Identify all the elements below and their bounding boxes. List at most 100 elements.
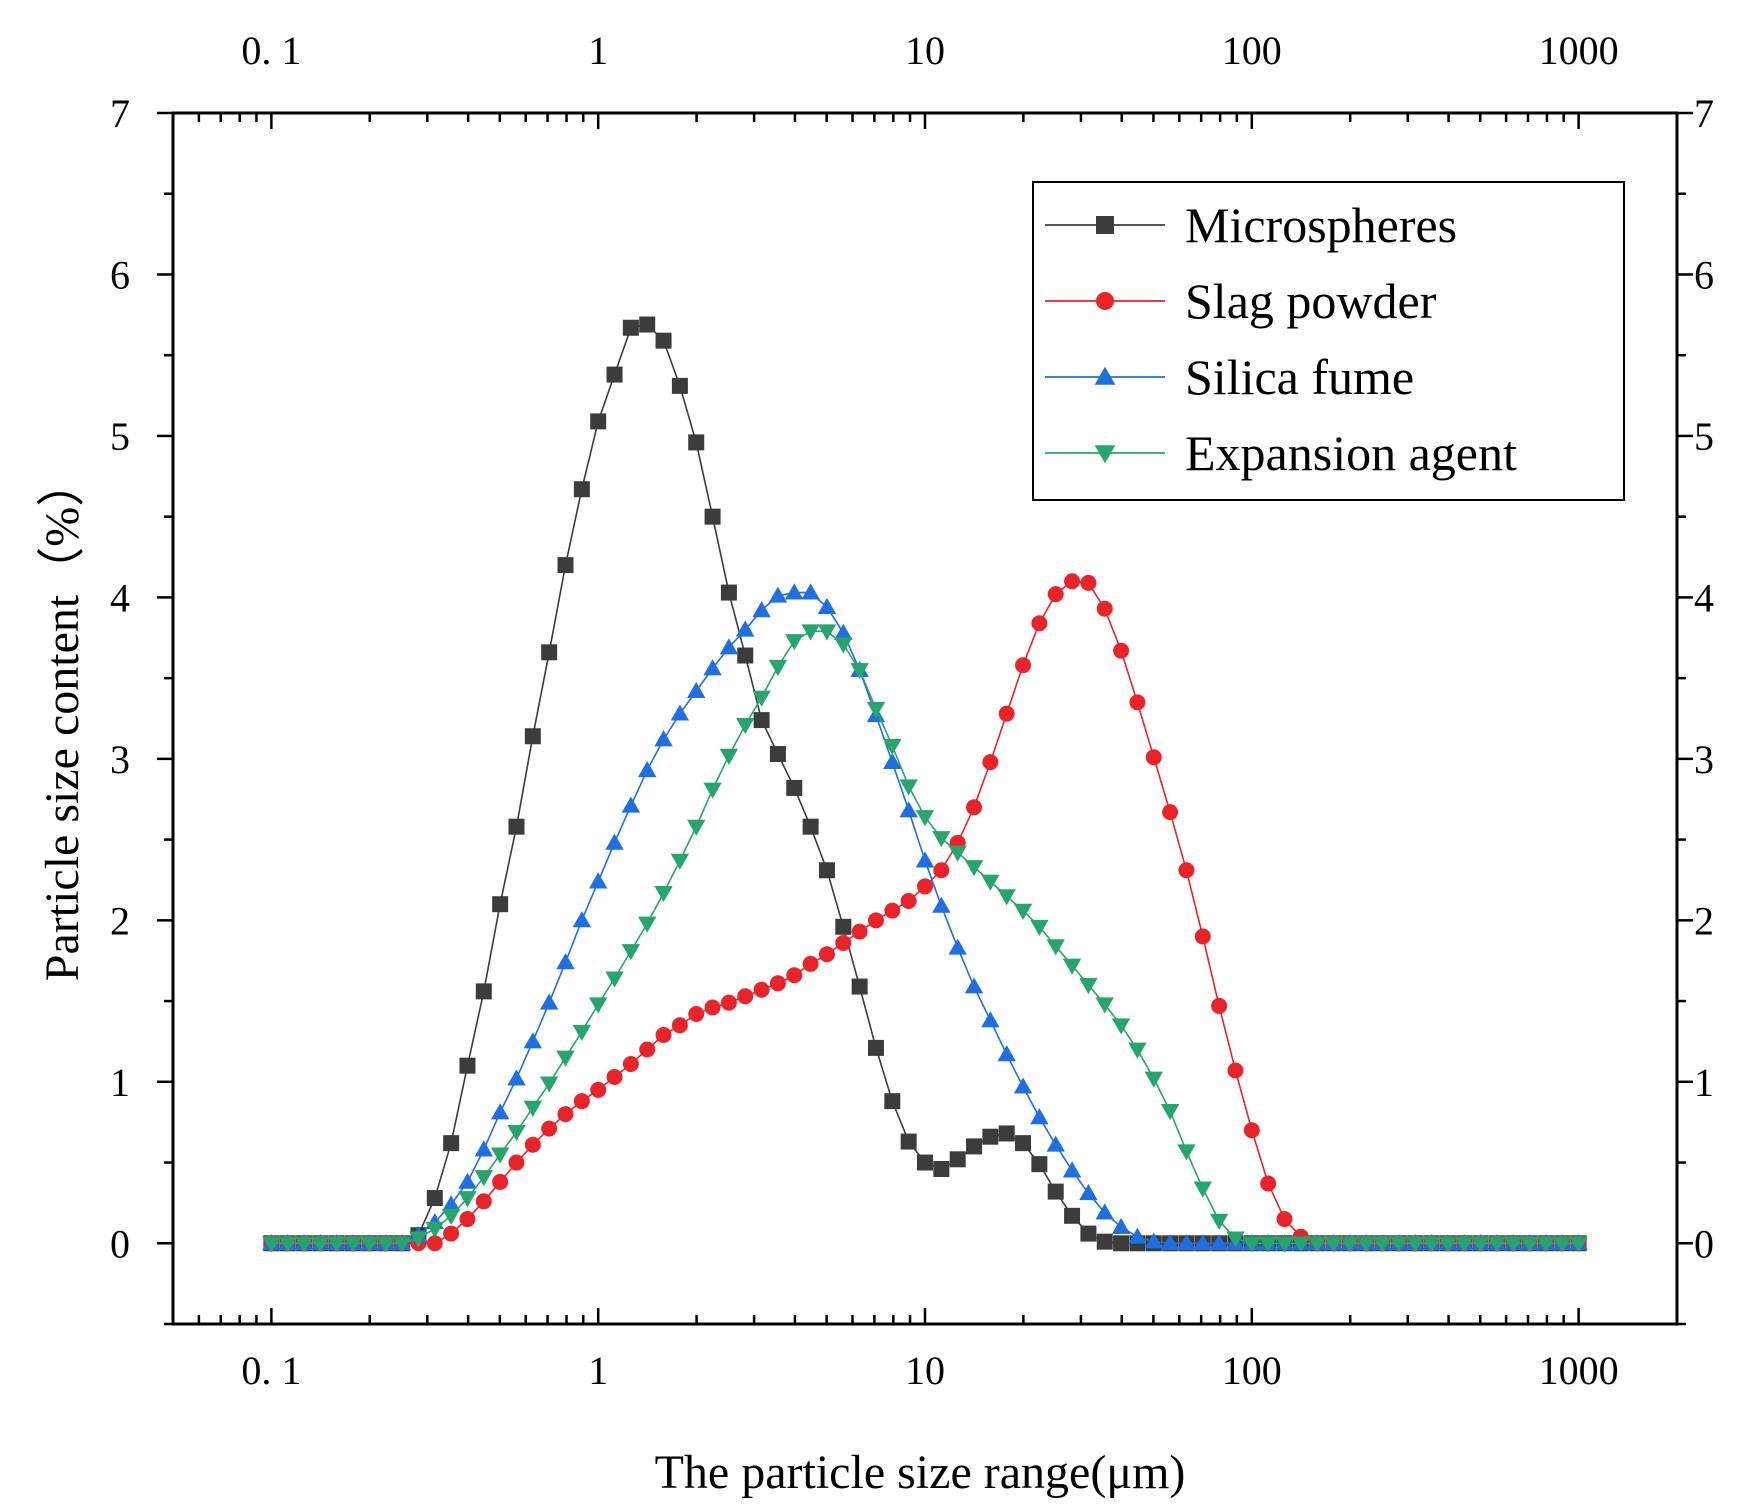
data-point [753, 981, 770, 998]
series-layer [262, 316, 1588, 1253]
data-point [966, 799, 983, 816]
data-point [475, 1193, 492, 1210]
data-point [1227, 1062, 1244, 1079]
data-point [573, 1093, 590, 1110]
data-point [1047, 1183, 1064, 1200]
data-point [1046, 939, 1065, 956]
data-point [671, 377, 688, 394]
data-point [932, 896, 951, 913]
data-point [1389, 1236, 1409, 1253]
data-point [866, 701, 886, 719]
data-point [982, 1128, 999, 1145]
data-point [752, 601, 771, 618]
series-line [271, 630, 1579, 1245]
data-point [524, 1136, 541, 1153]
data-point [915, 851, 935, 868]
data-point [622, 319, 639, 336]
data-point [785, 583, 804, 600]
data-point [769, 975, 786, 992]
data-point [1487, 1236, 1507, 1253]
data-point [492, 1173, 509, 1190]
x-top-tick-label: 100 [1222, 28, 1282, 73]
data-point [981, 1011, 1000, 1028]
data-point [1520, 1236, 1539, 1253]
data-point [786, 779, 803, 796]
legend-marker [1094, 445, 1116, 464]
y-axis-title: Particle size content（%） [36, 459, 89, 982]
data-point [360, 1236, 379, 1253]
data-point [964, 860, 984, 877]
legend-entry: Slag powder [1045, 273, 1437, 329]
data-point [802, 818, 819, 835]
data-point [1569, 1236, 1588, 1253]
series-expansion-agent [262, 624, 1588, 1253]
data-point [1111, 1018, 1131, 1035]
data-point [654, 730, 673, 747]
data-point [1162, 804, 1179, 821]
data-point [1064, 573, 1081, 590]
data-point [621, 796, 641, 813]
data-point [638, 760, 657, 778]
data-point [426, 1190, 443, 1207]
data-point [1422, 1236, 1441, 1253]
data-point [737, 647, 754, 664]
data-point [1242, 1236, 1262, 1253]
data-point [492, 896, 509, 913]
data-point [458, 1172, 477, 1189]
legend: Microspheres Slag powder Silica fume Expans… [1032, 181, 1625, 501]
data-point [1095, 1203, 1114, 1220]
data-point [1080, 574, 1097, 591]
y-right-tick-label: 5 [1694, 414, 1714, 459]
data-point [1455, 1236, 1474, 1253]
data-point [588, 872, 608, 889]
data-point [817, 624, 837, 641]
data-point [1373, 1236, 1392, 1253]
data-point [982, 754, 999, 771]
data-point [572, 911, 592, 928]
data-point [441, 1195, 461, 1212]
data-point [1194, 928, 1211, 945]
data-point [1193, 1181, 1212, 1198]
data-point [998, 1125, 1015, 1142]
data-point [1553, 1236, 1572, 1253]
data-point [1015, 1135, 1032, 1152]
data-point [1079, 978, 1098, 995]
data-point [524, 728, 541, 745]
data-point [835, 934, 852, 951]
data-point [785, 634, 804, 651]
data-point [605, 833, 624, 850]
data-point [703, 659, 722, 676]
y-right-tick-label: 1 [1694, 1060, 1714, 1105]
data-point [917, 878, 933, 895]
data-point [736, 718, 755, 735]
y-right-tick-label: 4 [1694, 575, 1714, 620]
data-point [556, 953, 575, 970]
data-point [1144, 1071, 1163, 1088]
data-point [507, 1124, 526, 1142]
data-point [998, 705, 1015, 722]
data-point [426, 1235, 443, 1252]
data-point [834, 637, 853, 654]
data-point [490, 1147, 510, 1164]
data-point [508, 1154, 525, 1171]
x-tick-label: 1000 [1539, 1348, 1619, 1393]
data-point [1324, 1236, 1343, 1253]
x-tick-label: 10 [905, 1348, 945, 1393]
data-point [704, 999, 721, 1016]
data-point [768, 659, 788, 677]
data-point [343, 1236, 363, 1253]
data-point [964, 977, 984, 994]
y-right-tick-label: 7 [1694, 91, 1714, 136]
data-point [1062, 958, 1082, 975]
data-point [1030, 1108, 1049, 1125]
data-point [1438, 1236, 1458, 1253]
series-line [271, 591, 1579, 1245]
x-tick-label: 0. 1 [241, 1348, 301, 1393]
data-point [867, 1039, 884, 1056]
data-point [606, 1068, 623, 1085]
legend-label: Slag powder [1185, 273, 1437, 329]
data-point [1111, 1217, 1131, 1235]
data-point [1046, 1135, 1065, 1152]
data-point [376, 1236, 395, 1253]
data-point [802, 955, 819, 972]
